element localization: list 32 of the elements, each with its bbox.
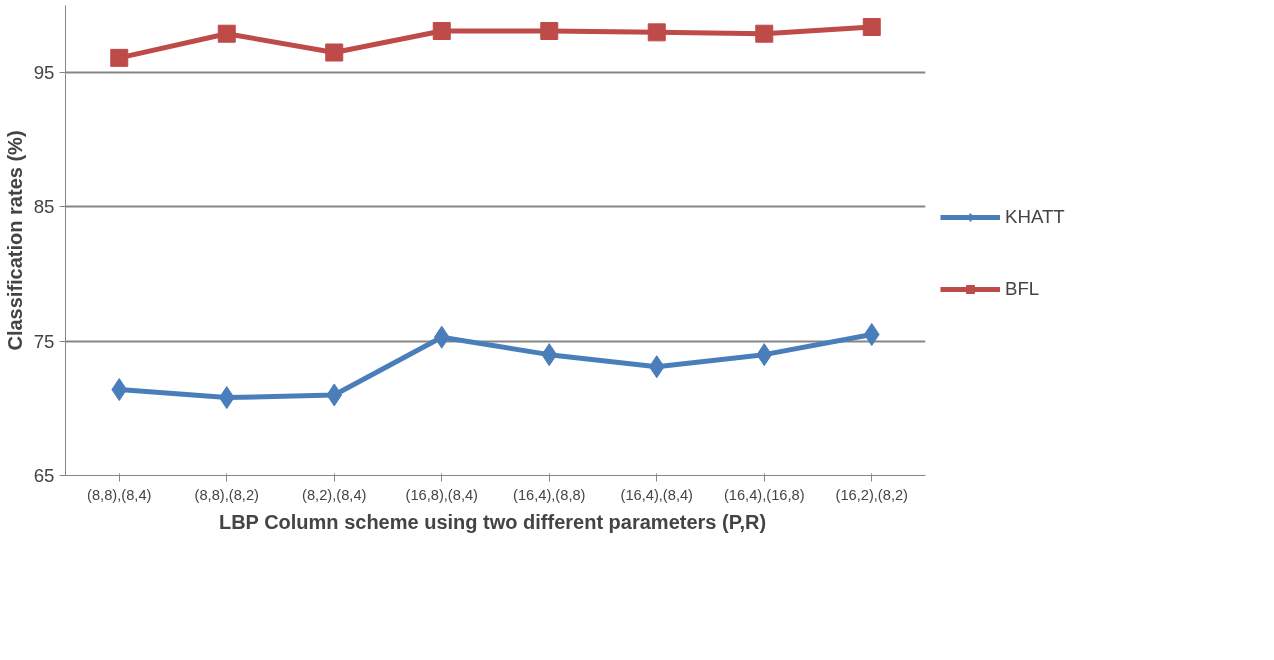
point xyxy=(647,23,666,42)
x-tick-label: (16,4),(8,4) xyxy=(620,486,693,503)
point xyxy=(863,323,880,346)
point xyxy=(648,355,665,379)
legend-label: BFL xyxy=(1005,277,1041,300)
x-axis-title: LBP Column scheme using two different parameters (P,R) xyxy=(218,510,767,533)
point xyxy=(541,343,558,367)
x-tick-label: (8,8),(8,2) xyxy=(194,486,259,503)
x-tick-label: (16,2),(8,2) xyxy=(835,486,908,503)
x-tick-label: (16,4),(16,8) xyxy=(723,486,805,503)
y-tick-label: 65 xyxy=(33,465,55,486)
point xyxy=(110,48,129,67)
legend-label: KHATT xyxy=(1005,205,1065,228)
point xyxy=(433,325,450,349)
y-axis-title: Classification rates (%) xyxy=(3,130,26,351)
point xyxy=(540,22,559,41)
point xyxy=(756,343,773,367)
point xyxy=(326,383,343,407)
point xyxy=(862,17,881,36)
x-tick-label: (8,2),(8,4) xyxy=(302,486,367,503)
x-tick-label: (16,4),(8,8) xyxy=(513,486,586,503)
y-tick-label: 95 xyxy=(33,62,55,84)
x-tick-label: (16,8),(8,4) xyxy=(405,486,478,503)
point xyxy=(325,43,344,62)
point xyxy=(755,24,774,43)
point xyxy=(432,22,451,41)
point xyxy=(217,24,236,43)
y-tick-label: 85 xyxy=(33,196,55,218)
point xyxy=(111,378,128,402)
point xyxy=(218,386,235,410)
x-tick-label: (8,8),(8,4) xyxy=(87,486,152,503)
y-tick-label: 75 xyxy=(33,330,55,352)
